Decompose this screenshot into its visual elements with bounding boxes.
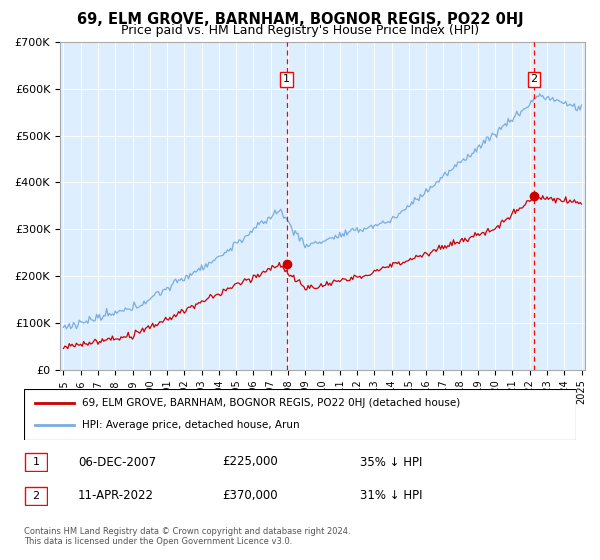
Text: 35% ↓ HPI: 35% ↓ HPI — [360, 455, 422, 469]
Text: 31% ↓ HPI: 31% ↓ HPI — [360, 489, 422, 502]
Text: 2: 2 — [530, 74, 538, 85]
Text: HPI: Average price, detached house, Arun: HPI: Average price, detached house, Arun — [82, 421, 299, 431]
Text: 06-DEC-2007: 06-DEC-2007 — [78, 455, 156, 469]
Text: 1: 1 — [283, 74, 290, 85]
Text: This data is licensed under the Open Government Licence v3.0.: This data is licensed under the Open Gov… — [24, 537, 292, 546]
Text: 69, ELM GROVE, BARNHAM, BOGNOR REGIS, PO22 0HJ (detached house): 69, ELM GROVE, BARNHAM, BOGNOR REGIS, PO… — [82, 398, 460, 408]
Text: Price paid vs. HM Land Registry's House Price Index (HPI): Price paid vs. HM Land Registry's House … — [121, 24, 479, 36]
Text: 1: 1 — [32, 457, 40, 467]
Text: 11-APR-2022: 11-APR-2022 — [78, 489, 154, 502]
Text: Contains HM Land Registry data © Crown copyright and database right 2024.: Contains HM Land Registry data © Crown c… — [24, 528, 350, 536]
Text: £370,000: £370,000 — [222, 489, 278, 502]
Text: 2: 2 — [32, 491, 40, 501]
Text: 69, ELM GROVE, BARNHAM, BOGNOR REGIS, PO22 0HJ: 69, ELM GROVE, BARNHAM, BOGNOR REGIS, PO… — [77, 12, 523, 27]
Text: £225,000: £225,000 — [222, 455, 278, 469]
